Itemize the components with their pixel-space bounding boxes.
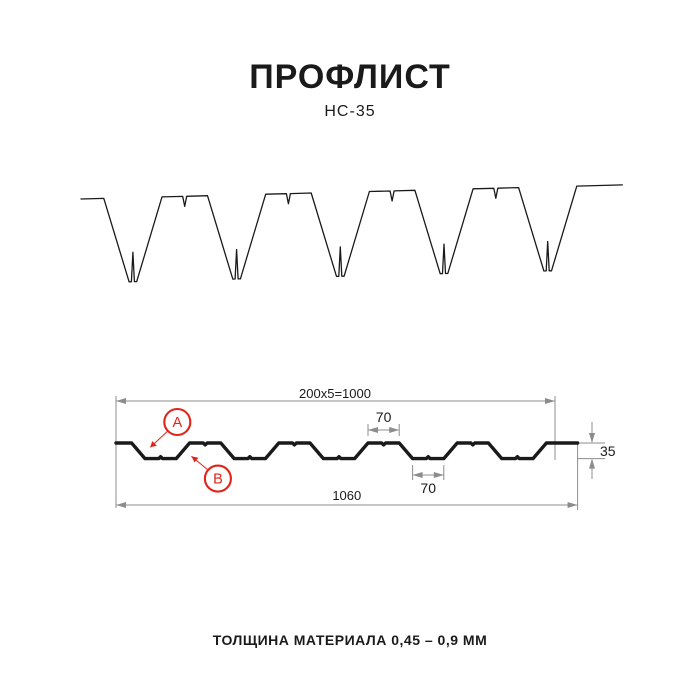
svg-text:35: 35 (600, 443, 616, 459)
svg-text:A: A (172, 415, 182, 431)
svg-text:B: B (213, 472, 223, 488)
svg-text:1060: 1060 (332, 488, 361, 503)
svg-text:200x5=1000: 200x5=1000 (299, 386, 371, 401)
svg-text:70: 70 (376, 409, 392, 425)
svg-text:70: 70 (420, 480, 436, 496)
